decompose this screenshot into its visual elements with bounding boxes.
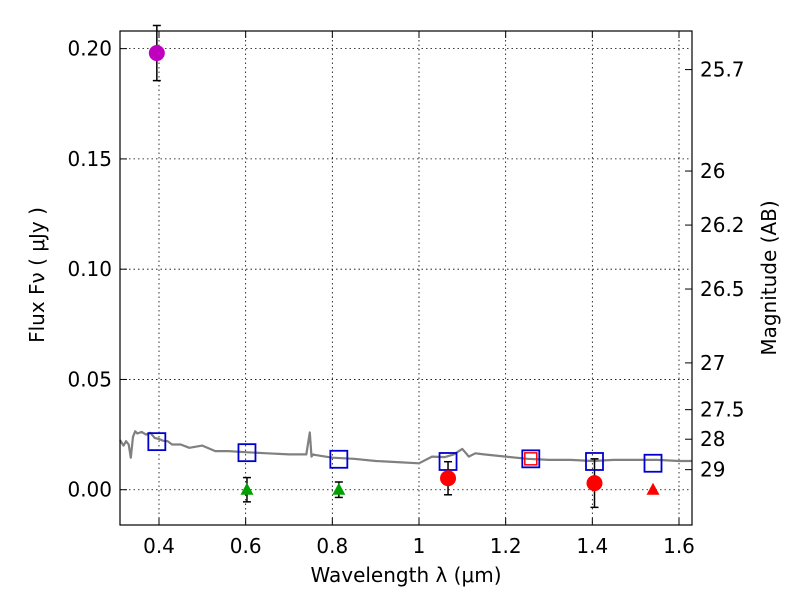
magnitude-tick-label: 26: [700, 159, 725, 183]
model-photometry-square: [329, 449, 349, 469]
magnitude-tick-label: 26.2: [700, 213, 745, 237]
upper-limit-triangle: [332, 482, 346, 495]
y-tick-label: 0.20: [67, 37, 112, 61]
upper-limit-triangle: [646, 482, 660, 495]
observed-flux-point: [440, 470, 457, 487]
y-tick-label: 0.05: [67, 367, 112, 391]
magnitude-tick-label: 28: [700, 427, 725, 451]
model-photometry-square: [147, 432, 167, 452]
model-photometry-square: [643, 453, 663, 473]
sed-layer: [119, 430, 692, 465]
grid-layer: [120, 31, 692, 525]
y-tick-label: 0.15: [67, 147, 112, 171]
magnitude-axis-label: Magnitude (AB): [757, 200, 781, 355]
marker-layer: [147, 45, 663, 495]
x-tick-label: 0.8: [316, 534, 348, 558]
model-photometry-square: [438, 452, 458, 471]
upper-limit-triangle: [240, 482, 254, 495]
x-tick-label: 0.6: [230, 534, 262, 558]
y-tick-label: 0.00: [67, 478, 112, 502]
observed-flux-square: [524, 452, 538, 466]
x-tick-label: 1.4: [576, 534, 608, 558]
magnitude-tick-label: 29: [700, 458, 725, 482]
magnitude-tick-label: 26.5: [700, 277, 745, 301]
errorbar-layer: [152, 24, 599, 509]
magnitude-tick-label: 25.7: [700, 58, 745, 82]
x-tick-label: 0.4: [143, 534, 175, 558]
model-photometry-square: [521, 449, 541, 469]
x-tick-label: 1: [413, 534, 426, 558]
tick-layer: 0.4 0.6 0.8 1 1.2 1.4 1.6 0.00 0.05 0.10 0.15 0.20 2…: [67, 31, 745, 558]
model-photometry-square: [585, 452, 604, 471]
y-axis-label: Flux Fν ( μJy ): [25, 207, 49, 343]
x-axis-label: Wavelength λ (μm): [310, 563, 501, 587]
x-tick-label: 1.2: [490, 534, 522, 558]
model-sed-line: [119, 430, 692, 465]
observed-flux-point: [586, 475, 603, 492]
magnitude-tick-label: 27.5: [700, 398, 745, 422]
magnitude-tick-label: 27: [700, 351, 725, 375]
y-tick-label: 0.10: [67, 257, 112, 281]
observed-flux-point: [148, 45, 165, 62]
x-tick-label: 1.6: [663, 534, 695, 558]
plot-frame: [119, 30, 693, 526]
model-photometry-square: [237, 443, 257, 463]
